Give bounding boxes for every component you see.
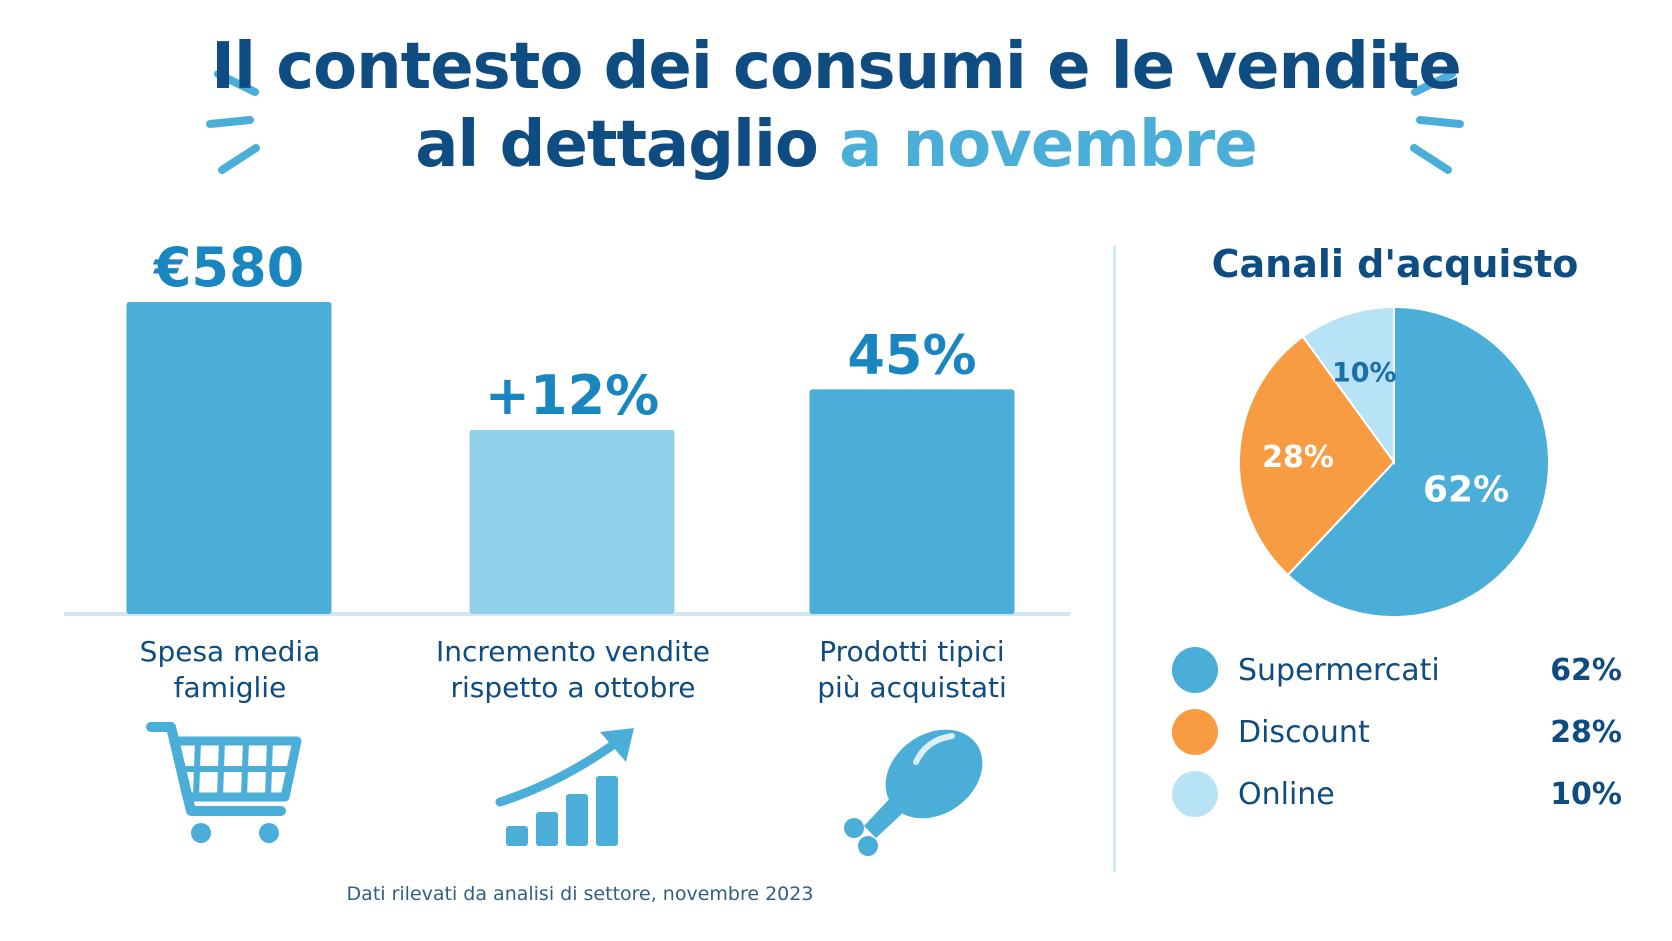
pie-chart-title: Canali d'acquisto: [1211, 242, 1579, 286]
footnote-source: Dati rilevati da analisi di settore, nov…: [346, 883, 814, 905]
legend-label: Supermercati: [1238, 653, 1440, 688]
bar-3: [809, 389, 1015, 614]
chicken-leg-icon: [844, 729, 983, 856]
bar-1: [126, 302, 332, 614]
bar-category-label-prodotti: Prodotti tipici più acquistati: [752, 634, 1072, 706]
title-line-1: Il contesto dei consumi e le vendite: [211, 30, 1462, 104]
legend-item-online: Online 10%: [1172, 769, 1622, 819]
pie-slice-label-supermercati: 62%: [1423, 470, 1509, 511]
legend-swatch: [1172, 709, 1218, 755]
category-label-line: Spesa media: [139, 635, 321, 668]
bar-value-label-3: 45%: [847, 323, 976, 386]
legend-value: 28%: [1550, 715, 1622, 750]
legend-value: 62%: [1550, 653, 1622, 688]
legend-swatch: [1172, 647, 1218, 693]
category-label-line: rispetto a ottobre: [450, 671, 696, 704]
bar-category-label-spesa: Spesa media famiglie: [70, 634, 390, 706]
pie-slice-discount: [1238, 335, 1396, 577]
title-line-2-accent: a novembre: [839, 108, 1258, 182]
shopping-cart-icon: [146, 722, 302, 843]
category-label-line: famiglie: [173, 671, 287, 704]
legend-label: Discount: [1238, 715, 1370, 750]
growth-chart-icon: [495, 728, 634, 846]
category-label-line: Prodotti tipici: [819, 635, 1005, 668]
section-divider: [1113, 246, 1116, 872]
legend-item-supermercati: Supermercati 62%: [1172, 645, 1622, 695]
title-line-2: al dettaglio a novembre: [0, 106, 1672, 184]
bar-value-label-2: +12%: [485, 364, 660, 427]
title-line-2-main: al dettaglio: [415, 108, 819, 182]
category-label-line: più acquistati: [817, 671, 1007, 704]
legend-label: Online: [1238, 777, 1335, 812]
pie-slice-supermercati: [1286, 305, 1550, 618]
legend-value: 10%: [1550, 777, 1622, 812]
pie-slice-online: [1301, 305, 1395, 466]
pie-slice-label-online: 10%: [1332, 358, 1397, 389]
category-label-line: Incremento vendite: [435, 635, 711, 668]
legend-swatch: [1172, 771, 1218, 817]
pie-slice-label-discount: 28%: [1262, 440, 1334, 475]
page-title: Il contesto dei consumi e le vendite al …: [0, 28, 1672, 184]
bar-2: [469, 429, 675, 614]
bar-value-label-1: €580: [152, 236, 304, 299]
bar-category-label-incremento: Incremento vendite rispetto a ottobre: [413, 634, 733, 706]
legend-item-discount: Discount 28%: [1172, 707, 1622, 757]
title-decoration-rays: [206, 70, 1464, 174]
